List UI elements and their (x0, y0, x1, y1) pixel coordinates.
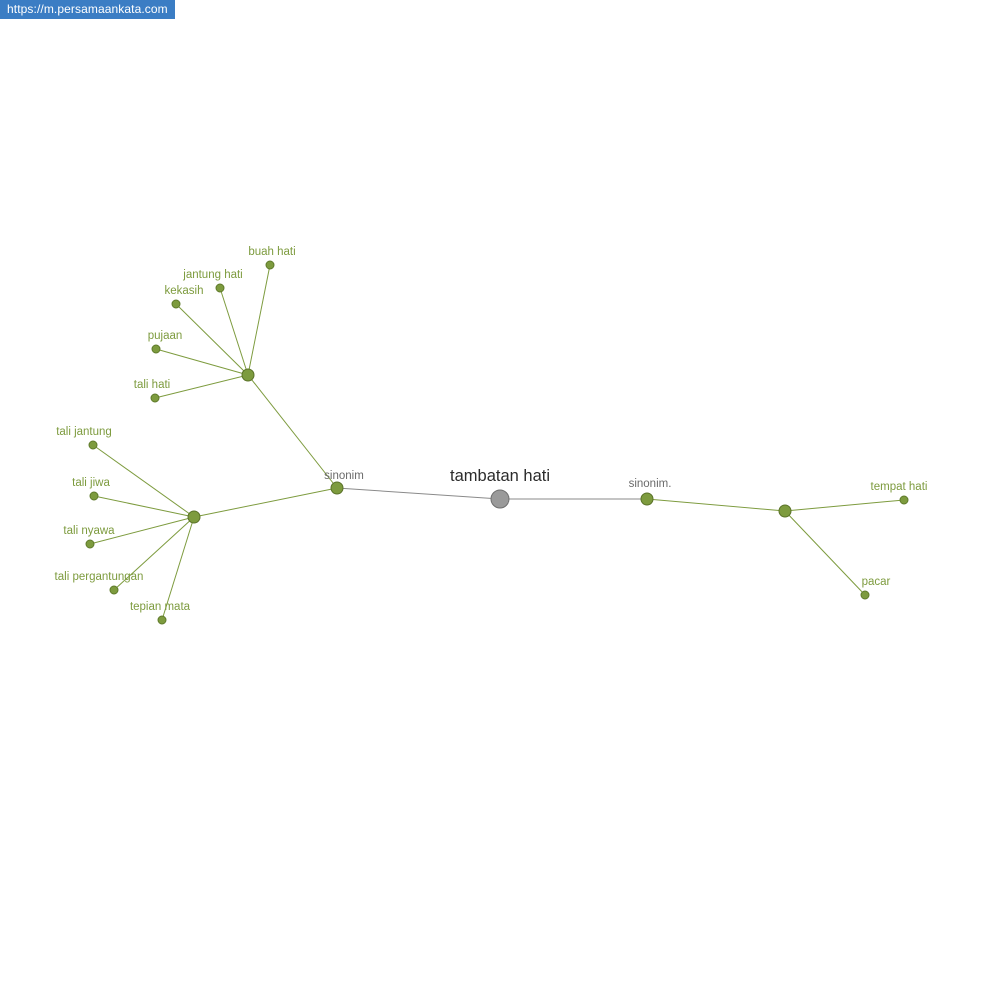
graph-node-tali_jantung[interactable] (88, 440, 98, 450)
graph-edge (193, 487, 338, 518)
graph-edge (92, 444, 195, 518)
url-bar[interactable]: https://m.persamaankata.com (0, 0, 175, 19)
graph-node-sinonim_left[interactable] (330, 481, 344, 495)
graph-node-tali_jiwa[interactable] (89, 491, 99, 501)
graph-node-hub_right[interactable] (778, 504, 792, 518)
graph-node-tali_hati[interactable] (150, 393, 160, 403)
graph-node-kekasih[interactable] (171, 299, 181, 309)
graph-edge (247, 374, 338, 489)
graph-edge (219, 287, 249, 376)
graph-node-tepian_mata[interactable] (157, 615, 167, 625)
graph-edge (93, 495, 195, 518)
graph-node-center[interactable] (490, 489, 510, 509)
graph-node-tali_pergantungan[interactable] (109, 585, 119, 595)
graph-node-tali_nyawa[interactable] (85, 539, 95, 549)
graph-node-hub_lower_left[interactable] (187, 510, 201, 524)
graph-edge (161, 516, 195, 621)
graph-node-jantung_hati[interactable] (215, 283, 225, 293)
graph-node-pujaan[interactable] (151, 344, 161, 354)
graph-edge (155, 348, 249, 376)
graph-node-buah_hati[interactable] (265, 260, 275, 270)
graph-edge (784, 499, 905, 512)
graph-edge (247, 264, 271, 376)
graph-edge (154, 374, 249, 399)
graph-edge (89, 516, 195, 545)
graph-node-sinonim_right[interactable] (640, 492, 654, 506)
graph-node-hub_upper_left[interactable] (241, 368, 255, 382)
graph-node-tempat_hati[interactable] (899, 495, 909, 505)
graph-edge (336, 487, 501, 500)
graph-edge (175, 303, 249, 376)
graph-edge (784, 510, 866, 596)
graph-edge-layer (89, 264, 905, 621)
graph-node-pacar[interactable] (860, 590, 870, 600)
graph-edge (113, 516, 195, 591)
graph-edge (646, 498, 786, 512)
